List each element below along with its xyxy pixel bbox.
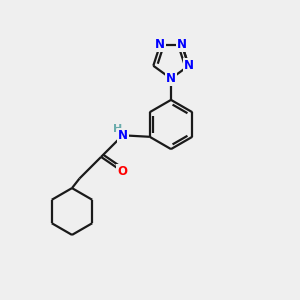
Text: N: N [166,72,176,85]
Text: N: N [155,38,165,52]
Text: N: N [177,38,187,52]
Text: N: N [184,59,194,72]
Text: O: O [117,165,127,178]
Text: H: H [113,124,122,134]
Text: N: N [118,129,128,142]
